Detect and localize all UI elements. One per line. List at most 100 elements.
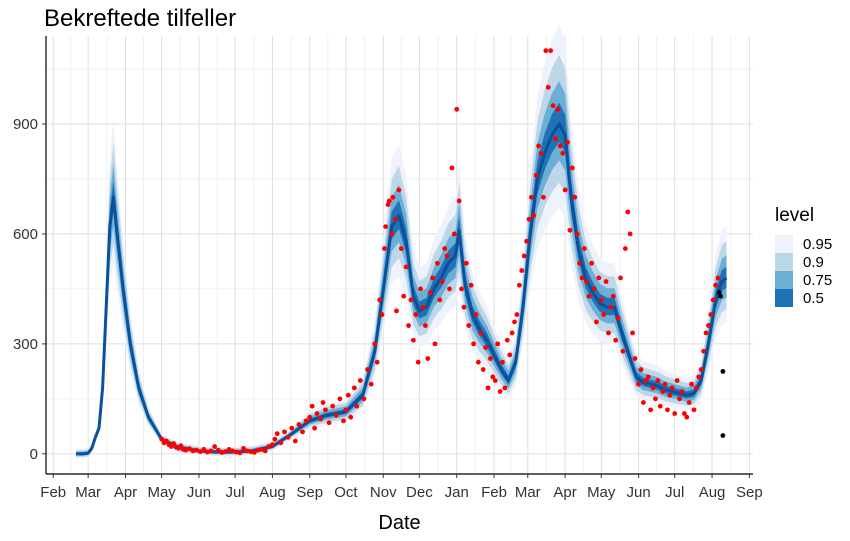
- observed-point: [237, 450, 243, 456]
- observed-point: [422, 323, 428, 328]
- observed-point: [361, 396, 367, 402]
- x-tick-label: Jun: [187, 484, 211, 501]
- observed-point: [389, 231, 395, 237]
- observed-point: [640, 400, 646, 405]
- observed-point: [577, 260, 582, 266]
- observed-point: [430, 275, 436, 281]
- observed-point: [660, 389, 666, 394]
- observed-point: [526, 216, 532, 222]
- observed-point: [681, 411, 687, 416]
- observed-point: [398, 246, 404, 251]
- observed-point: [204, 449, 210, 455]
- observed-point: [715, 275, 721, 281]
- observed-point: [274, 431, 280, 437]
- observed-point: [519, 268, 525, 273]
- observed-point: [309, 403, 315, 409]
- observed-point: [579, 275, 585, 281]
- observed-point: [514, 312, 520, 317]
- x-tick-label: Dec: [406, 484, 433, 501]
- observed-point: [507, 352, 513, 358]
- observed-point: [348, 414, 354, 420]
- observed-point: [521, 253, 527, 259]
- x-tick-label: Apr: [553, 484, 576, 501]
- observed-point: [512, 319, 517, 325]
- observed-point: [586, 293, 592, 299]
- observed-point: [509, 330, 515, 336]
- y-axis: 0 300 600 900: [13, 116, 46, 463]
- observed-point: [662, 381, 668, 387]
- observed-point: [190, 448, 196, 454]
- observed-point: [351, 385, 357, 391]
- observed-point: [270, 442, 275, 448]
- observed-point: [383, 224, 389, 229]
- observed-point: [650, 385, 656, 391]
- observed-point: [377, 297, 383, 303]
- observed-point: [372, 341, 378, 347]
- y-tick-label: 300: [13, 336, 38, 353]
- y-tick-label: 0: [30, 446, 38, 463]
- observed-point: [545, 84, 551, 90]
- x-tick-label: Aug: [259, 484, 286, 501]
- observed-point: [223, 449, 228, 455]
- observed-point: [569, 165, 575, 171]
- observed-point: [528, 194, 534, 200]
- observed-point: [262, 448, 268, 454]
- observed-point: [625, 209, 631, 215]
- observed-point: [533, 172, 539, 178]
- observed-point: [401, 293, 407, 299]
- observed-point: [230, 448, 236, 454]
- x-tick-label: Mar: [515, 484, 541, 501]
- observed-point: [385, 202, 391, 208]
- observed-point: [708, 312, 714, 317]
- observed-point: [516, 282, 522, 288]
- y-tick-label: 900: [13, 116, 38, 133]
- observed-point: [684, 414, 690, 420]
- observed-point: [435, 260, 440, 266]
- observed-point: [215, 447, 221, 453]
- observed-point: [645, 374, 651, 380]
- observed-point: [447, 286, 452, 292]
- x-tick-label: Oct: [334, 484, 358, 501]
- observed-point: [345, 392, 351, 398]
- observed-point: [594, 319, 599, 325]
- observed-point: [323, 407, 328, 413]
- observed-point: [408, 297, 414, 303]
- observed-point: [701, 348, 707, 354]
- observed-point: [536, 143, 542, 149]
- legend-label: 0.9: [803, 254, 824, 271]
- observed-point: [567, 227, 573, 233]
- observed-point: [365, 367, 370, 372]
- observed-point: [492, 378, 498, 383]
- legend-title: level: [775, 205, 814, 226]
- observed-point: [413, 312, 419, 317]
- observed-point: [248, 449, 254, 455]
- observed-point: [382, 246, 387, 251]
- future-points: [716, 290, 726, 438]
- legend-swatch-05: [775, 289, 793, 307]
- observed-point: [406, 323, 411, 328]
- observed-points: [159, 48, 721, 456]
- observed-point: [610, 293, 616, 299]
- observed-point: [584, 279, 590, 284]
- observed-point: [432, 341, 438, 347]
- observed-point: [591, 286, 597, 292]
- legend-swatch-09: [775, 253, 793, 271]
- observed-point: [471, 341, 476, 347]
- observed-point: [504, 337, 510, 343]
- x-tick-label: Aug: [699, 484, 726, 501]
- observed-point: [468, 282, 474, 288]
- x-axis-title: Date: [378, 512, 420, 534]
- observed-point: [449, 165, 455, 171]
- observed-point: [244, 448, 250, 454]
- observed-point: [618, 275, 623, 281]
- observed-point: [524, 238, 529, 244]
- observed-point: [183, 447, 189, 453]
- observed-point: [531, 213, 537, 218]
- x-tick-label: Nov: [370, 484, 397, 501]
- future-point: [720, 368, 726, 374]
- observed-point: [555, 106, 561, 112]
- observed-point: [354, 403, 360, 409]
- observed-point: [475, 359, 481, 365]
- x-tick-label: Sep: [736, 484, 763, 501]
- observed-point: [320, 400, 326, 405]
